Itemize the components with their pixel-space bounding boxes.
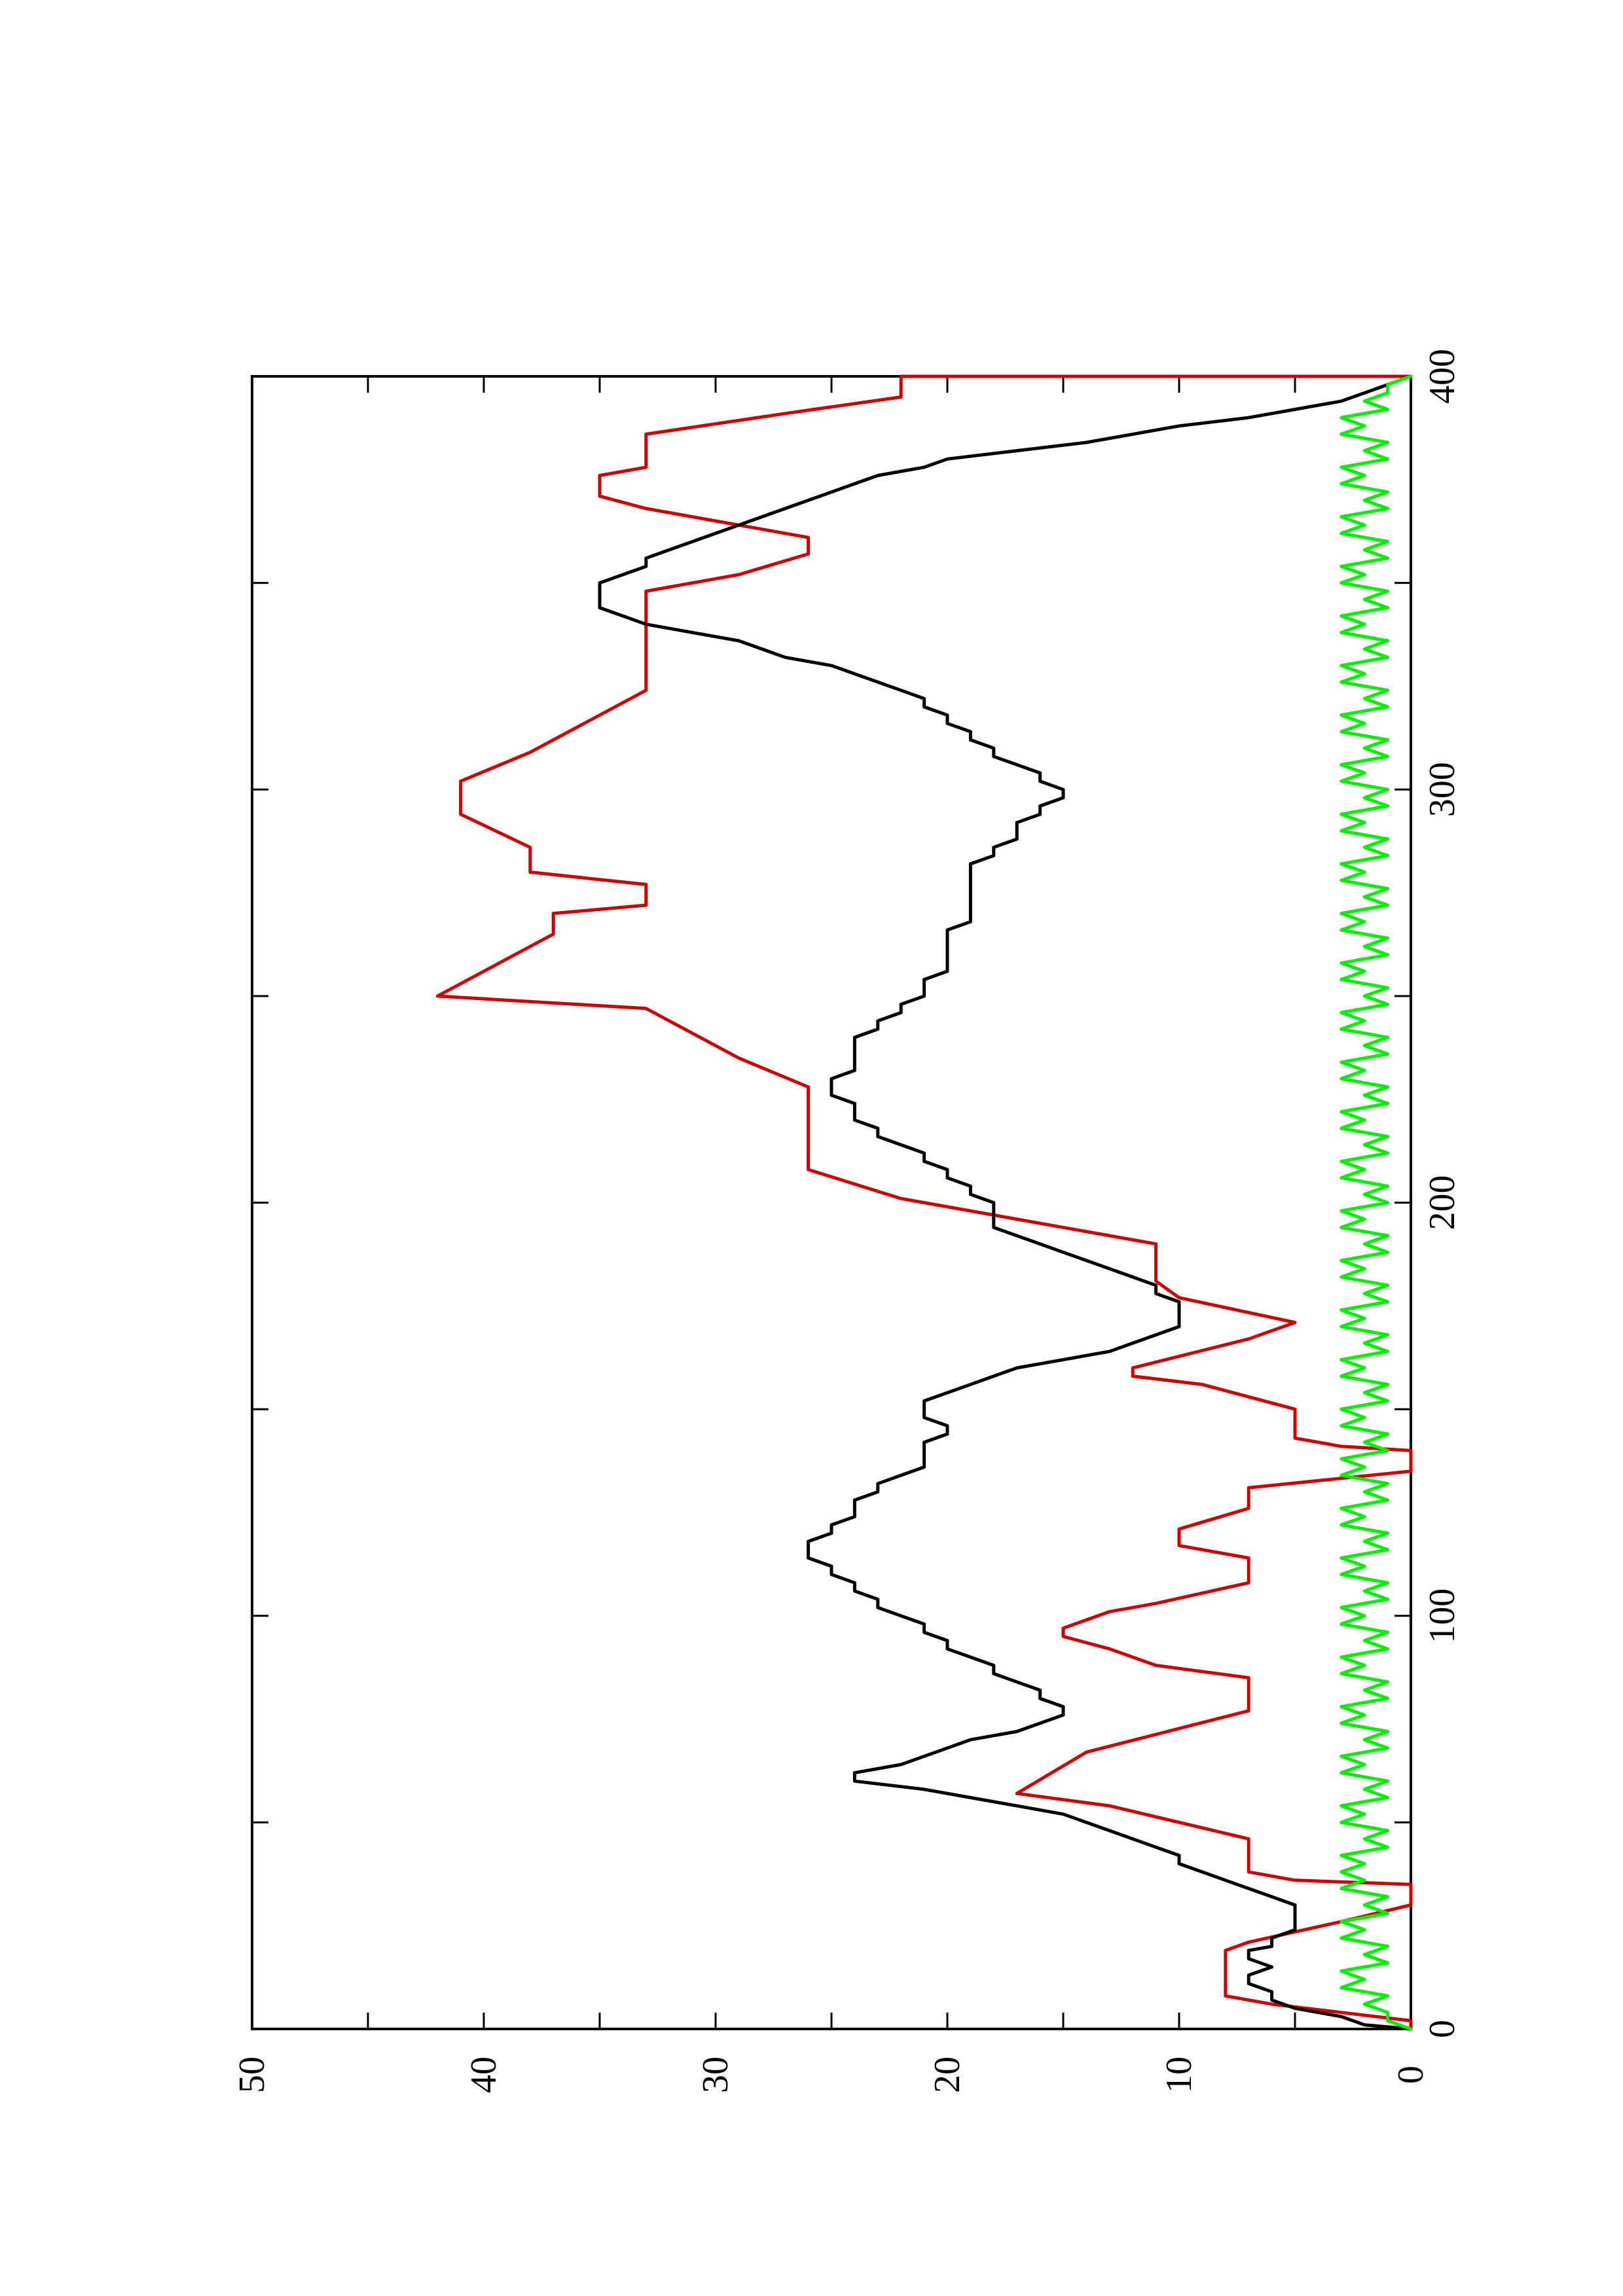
x-tick-label: 300 [1422,762,1463,817]
series-layer [435,374,1413,2031]
y-tick-label: 10 [1159,2056,1199,2093]
tick-marks [251,375,1412,2030]
x-tick-label: 0 [1422,2020,1463,2038]
y-tick-label: 40 [464,2056,504,2093]
y-tick-label: 30 [695,2056,736,2093]
series-line-3 [1340,374,1413,2031]
plot-frame [251,375,1412,2030]
y-tick-label: 0 [1391,2066,1431,2084]
x-tick-label: 100 [1422,1588,1463,1643]
y-tick-label: 50 [232,2056,272,2093]
x-tick-label: 400 [1422,349,1463,404]
series-line-2 [598,374,1413,2031]
tick-labels: 0 100 200 300 400 0 10 20 30 40 50 [232,349,1463,2093]
x-tick-label: 200 [1422,1175,1463,1230]
series-line-1 [435,374,1413,2031]
y-tick-label: 20 [927,2056,968,2093]
